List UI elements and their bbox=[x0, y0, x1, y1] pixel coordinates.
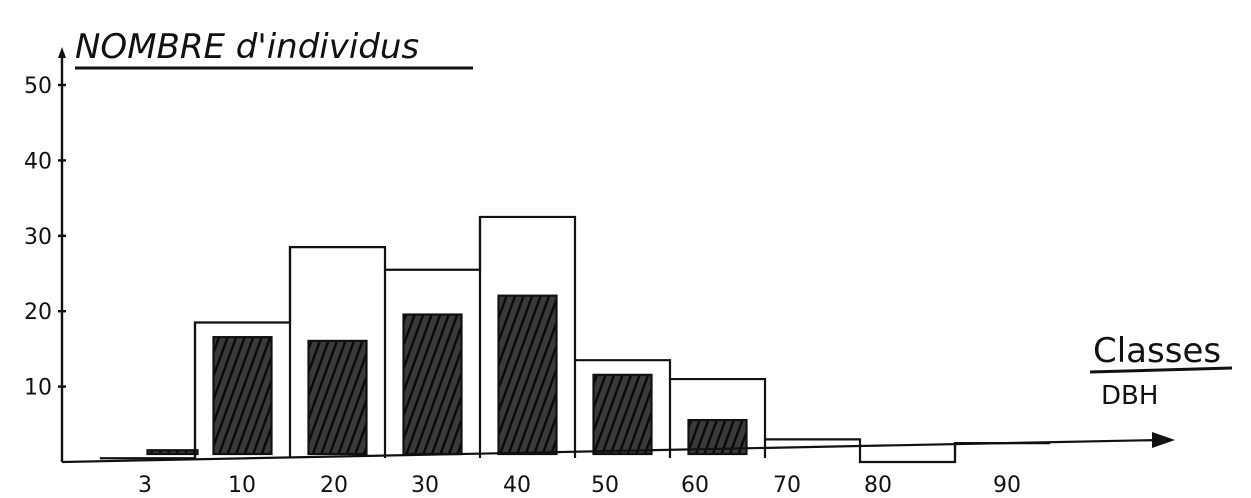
x-tick-label: 20 bbox=[320, 473, 348, 498]
y-tick-label: 10 bbox=[24, 376, 52, 401]
x-axis-label-underline bbox=[1089, 366, 1233, 374]
x-ticks: 3 10 20 30 40 50 60 70 80 90 bbox=[138, 473, 1021, 498]
hatched-bars bbox=[146, 294, 748, 456]
hatched-bar bbox=[592, 373, 653, 456]
outline-bars bbox=[98, 215, 1050, 464]
x-axis-sublabel: DBH bbox=[1101, 381, 1158, 411]
chart-title: NOMBRE d'individus bbox=[75, 27, 419, 67]
y-tick-label: 50 bbox=[24, 74, 52, 99]
x-tick-label: 80 bbox=[864, 473, 892, 498]
x-tick-label: 90 bbox=[993, 473, 1021, 498]
x-axis-arrow bbox=[1152, 432, 1175, 448]
y-tick-label: 20 bbox=[24, 300, 52, 325]
x-tick-label: 40 bbox=[503, 473, 531, 498]
hatched-bar bbox=[402, 313, 463, 456]
y-tick-label: 30 bbox=[24, 225, 52, 250]
y-axis bbox=[58, 47, 66, 462]
x-axis-label: Classes bbox=[1093, 331, 1221, 371]
x-tick-label: 10 bbox=[228, 473, 256, 498]
y-ticks: 10 20 30 40 50 bbox=[24, 74, 66, 401]
x-tick-label: 70 bbox=[773, 473, 801, 498]
x-tick-label: 3 bbox=[138, 473, 152, 498]
hatched-bar bbox=[497, 294, 558, 456]
y-tick-label: 40 bbox=[24, 149, 52, 174]
hatched-bar bbox=[307, 339, 368, 456]
x-tick-label: 60 bbox=[681, 473, 709, 498]
hatched-bar bbox=[212, 336, 273, 456]
hatched-bar bbox=[146, 449, 199, 456]
y-axis-arrow bbox=[58, 47, 66, 58]
x-tick-label: 30 bbox=[411, 473, 439, 498]
x-axis bbox=[61, 432, 1175, 464]
x-tick-label: 50 bbox=[591, 473, 619, 498]
x-axis-line bbox=[61, 438, 1161, 464]
